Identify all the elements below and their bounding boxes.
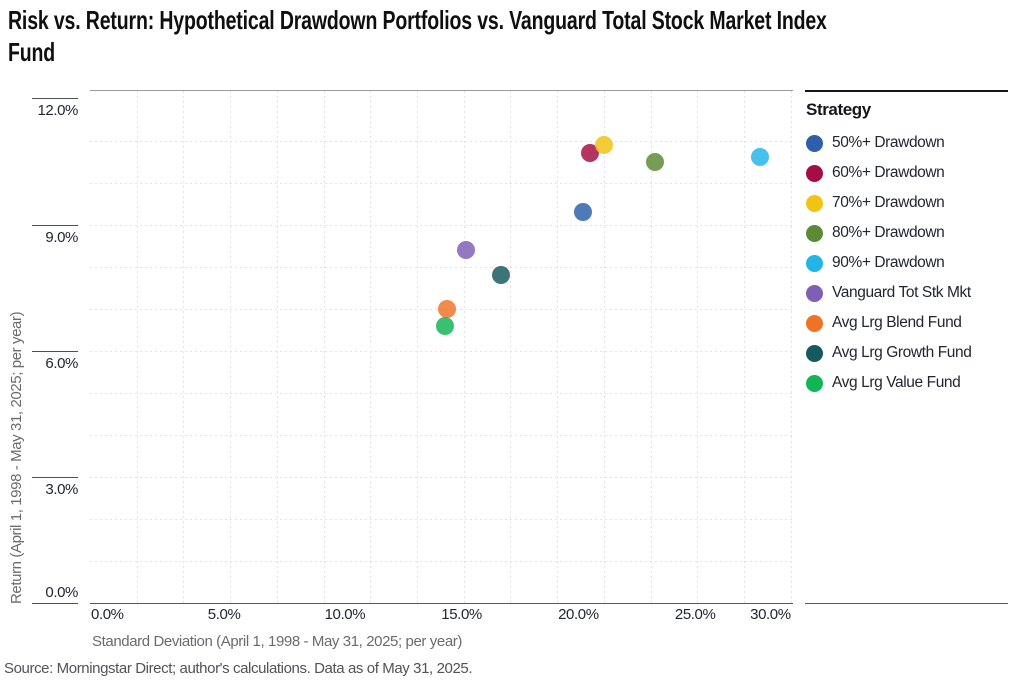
legend-title: Strategy (806, 100, 871, 119)
horizontal-gridline (90, 350, 793, 352)
y-tick-line (32, 98, 78, 100)
data-point (438, 299, 457, 318)
horizontal-gridline (90, 182, 793, 184)
data-point (646, 152, 665, 171)
chart-title: Risk vs. Return: Hypothetical Drawdown P… (8, 4, 827, 68)
source-note: Source: Morningstar Direct; author's cal… (4, 660, 473, 677)
vertical-gridline (370, 91, 372, 603)
vertical-gridline (650, 91, 652, 603)
vertical-gridline (744, 91, 745, 603)
legend-item-label: Avg Lrg Growth Fund (832, 344, 972, 361)
x-tick-label: 30.0% (750, 606, 791, 623)
horizontal-gridline (90, 392, 793, 394)
legend-item: Avg Lrg Blend Fund (806, 308, 1008, 338)
horizontal-gridline (90, 561, 793, 562)
vertical-gridline (790, 91, 792, 603)
legend-item: 70%+ Drawdown (806, 188, 1008, 218)
data-point (436, 316, 454, 335)
horizontal-gridline (90, 224, 793, 226)
data-point (457, 240, 475, 259)
legend-item-label: 50%+ Drawdown (832, 134, 945, 151)
x-tick-label: 10.0% (324, 606, 366, 623)
legend-item: 60%+ Drawdown (806, 158, 1008, 188)
legend-swatch-icon (806, 194, 823, 212)
legend-item-label: 60%+ Drawdown (832, 164, 945, 181)
vertical-gridline (697, 91, 699, 603)
legend-item: Avg Lrg Value Fund (806, 368, 1008, 398)
x-tick-label: 20.0% (558, 606, 599, 623)
legend-bottom-rule (805, 603, 1008, 604)
vertical-gridline (136, 91, 138, 603)
legend-item-label: 70%+ Drawdown (832, 194, 945, 211)
plot-top-border (90, 90, 793, 91)
legend-swatch-icon (806, 314, 823, 332)
horizontal-gridline (90, 140, 793, 142)
x-tick-label: 25.0% (674, 606, 716, 623)
horizontal-gridline (90, 266, 793, 268)
y-tick-line (32, 603, 78, 604)
data-point (751, 148, 770, 167)
legend-swatch-icon (806, 374, 823, 392)
y-tick-label: 12.0% (37, 102, 78, 120)
legend-item: Avg Lrg Growth Fund (806, 338, 1008, 368)
legend-swatch-icon (806, 284, 823, 302)
legend-item: 80%+ Drawdown (806, 218, 1008, 248)
legend-swatch-icon (806, 344, 823, 362)
legend-item-label: 80%+ Drawdown (832, 224, 945, 241)
legend-swatch-icon (806, 254, 823, 272)
legend-swatch-icon (806, 224, 823, 242)
chart-title-line-1: Risk vs. Return: Hypothetical Drawdown P… (8, 5, 827, 35)
legend-swatch-icon (806, 134, 823, 152)
y-tick-line (32, 224, 78, 226)
vertical-gridline (510, 91, 512, 603)
x-axis-title: Standard Deviation (April 1, 1998 - May … (92, 633, 462, 650)
y-tick-line (32, 476, 78, 478)
legend-item-label: Vanguard Tot Stk Mkt (832, 284, 971, 301)
y-tick-label: 6.0% (45, 354, 78, 372)
vertical-gridline (463, 91, 465, 603)
vertical-gridline (603, 91, 605, 603)
data-point (573, 202, 592, 221)
x-tick-label: 15.0% (441, 606, 482, 623)
legend-item-label: 90%+ Drawdown (832, 254, 945, 271)
legend-item: Vanguard Tot Stk Mkt (806, 278, 1008, 308)
horizontal-gridline (90, 518, 793, 520)
data-point (580, 144, 599, 163)
x-axis-line (90, 603, 793, 604)
y-tick-label: 9.0% (45, 228, 78, 246)
chart-title-line-2: Fund (8, 37, 56, 67)
data-point (594, 135, 613, 154)
y-tick-line (32, 350, 78, 352)
y-tick-label: 3.0% (45, 480, 78, 498)
legend-swatch-icon (806, 164, 823, 182)
vertical-gridline (557, 91, 559, 603)
horizontal-gridline (90, 476, 793, 478)
horizontal-gridline (90, 434, 793, 436)
y-axis-title: Return (April 1, 1998 - May 31, 2025; pe… (8, 311, 25, 604)
vertical-gridline (323, 91, 325, 603)
data-point (492, 266, 511, 284)
legend-top-rule (805, 90, 1008, 92)
y-tick-label: 0.0% (45, 584, 78, 601)
legend-item: 50%+ Drawdown (806, 128, 1008, 158)
vertical-gridline (230, 91, 232, 603)
vertical-gridline (183, 91, 185, 603)
legend-item-label: Avg Lrg Blend Fund (832, 314, 962, 331)
x-tick-label: 0.0% (91, 606, 124, 623)
legend-items: 50%+ Drawdown 60%+ Drawdown 70%+ Drawdow… (806, 128, 1008, 398)
legend-item: 90%+ Drawdown (806, 248, 1008, 278)
legend-item-label: Avg Lrg Value Fund (832, 374, 961, 391)
vertical-gridline (417, 91, 418, 603)
vertical-gridline (276, 91, 278, 603)
x-tick-label: 5.0% (207, 606, 241, 623)
